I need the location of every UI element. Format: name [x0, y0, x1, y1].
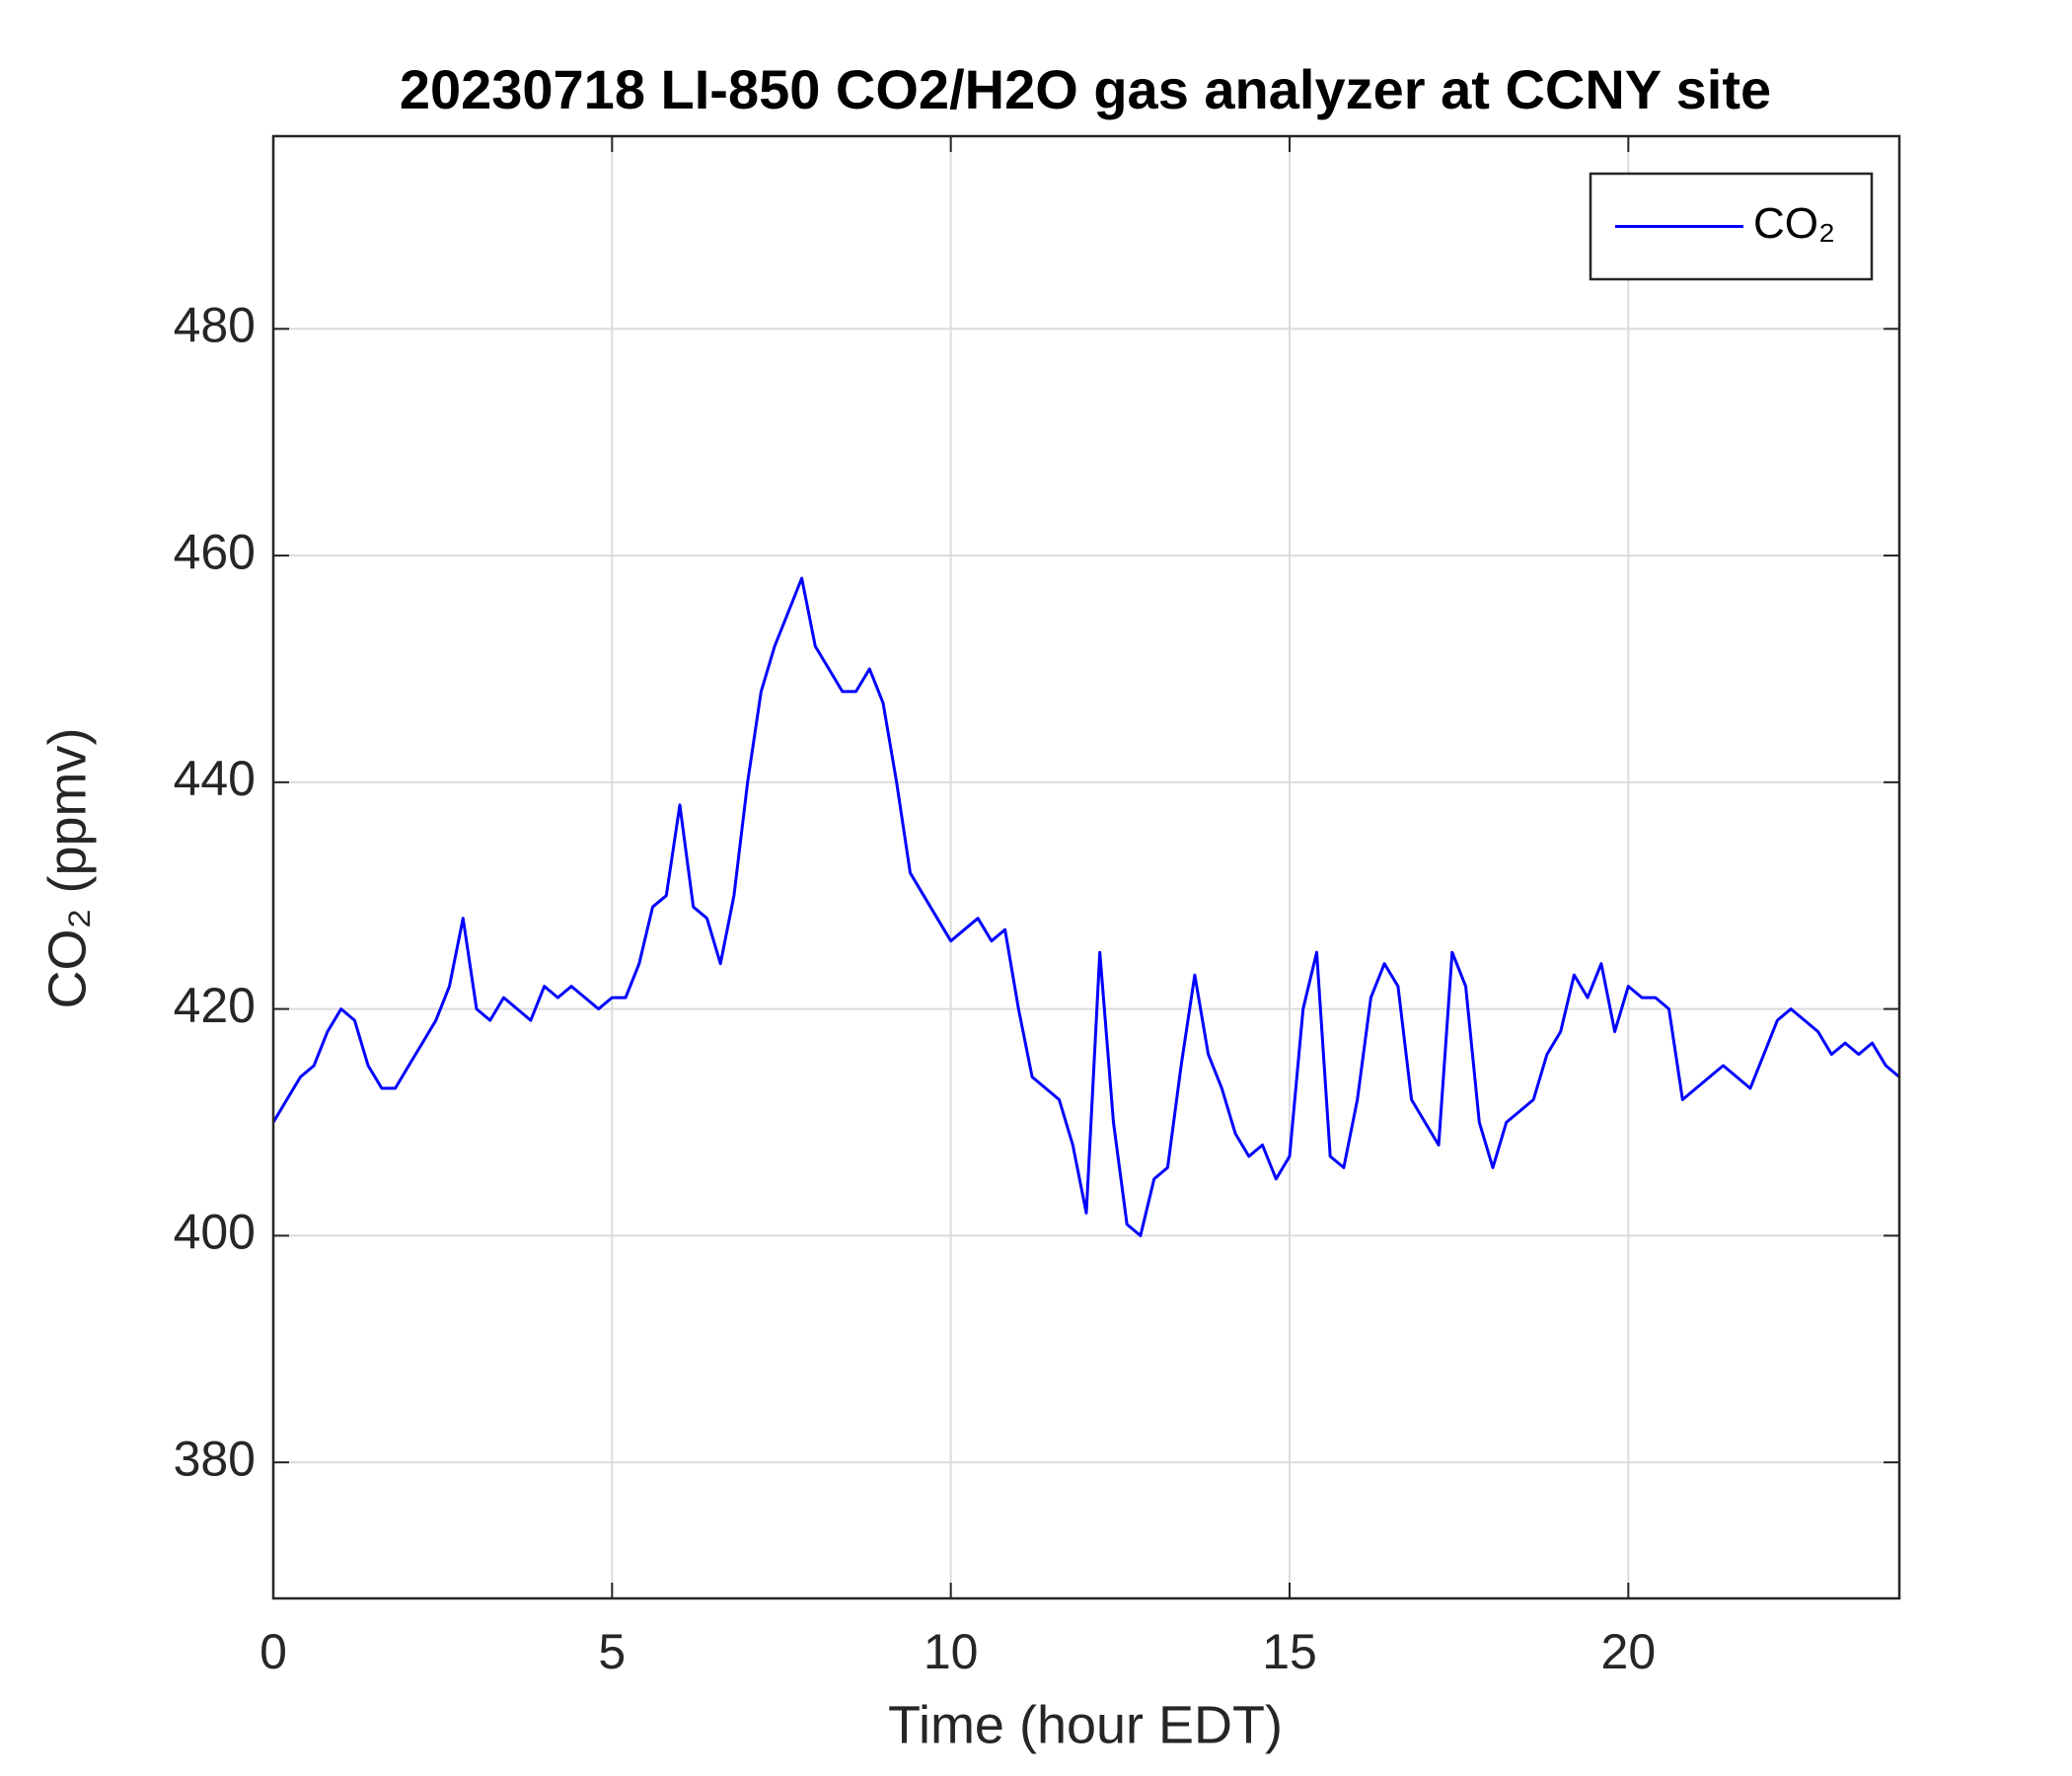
data-line: [271, 576, 1900, 1237]
chart-title: 20230718 LI-850 CO2/H2O gas analyzer at …: [400, 58, 1771, 120]
x-tick-label: 5: [598, 1624, 626, 1679]
plot-area: [273, 136, 1899, 1598]
x-tick-label: 0: [259, 1624, 287, 1679]
y-tick-label: 420: [174, 978, 256, 1033]
x-tick-label: 15: [1262, 1624, 1317, 1679]
y-tick-label: 400: [174, 1205, 256, 1260]
y-tick-label: 480: [174, 298, 256, 353]
x-tick-label: 10: [924, 1624, 979, 1679]
y-tick-label: 380: [174, 1431, 256, 1486]
y-axis-label: CO₂ (ppmv): [37, 728, 97, 1009]
y-tick-label: 440: [174, 751, 256, 806]
y-tick-label: 460: [174, 524, 256, 579]
x-axis-label: Time (hour EDT): [888, 1695, 1283, 1754]
axes-box: [271, 134, 1901, 1600]
x-tick-label: 20: [1601, 1624, 1657, 1679]
legend-label: CO₂: [1753, 199, 1835, 248]
